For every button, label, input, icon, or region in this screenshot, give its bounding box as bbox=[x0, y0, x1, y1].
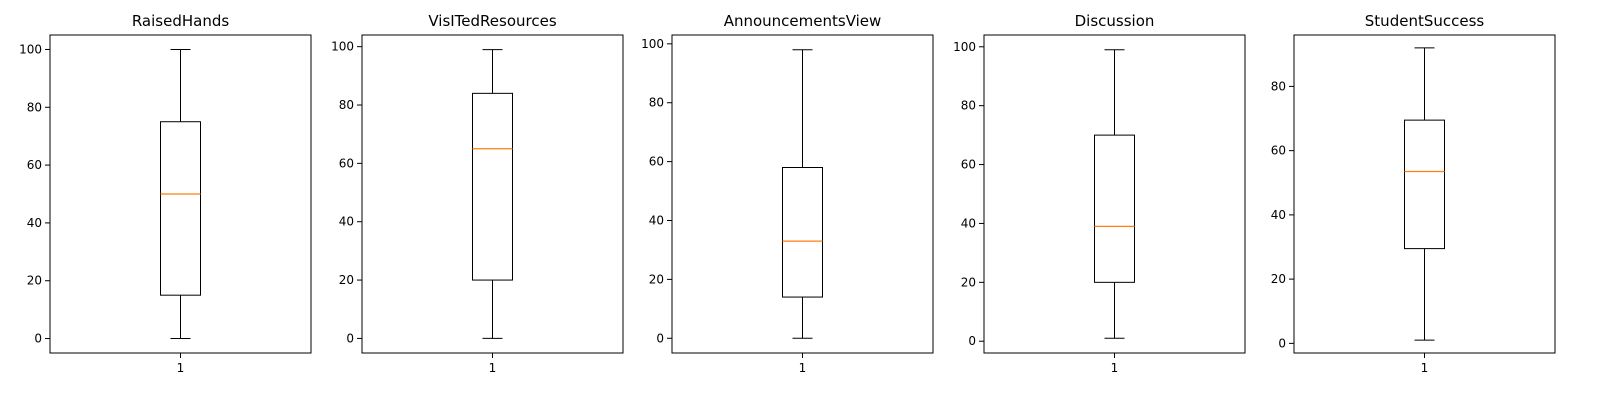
x-tick-label: 1 bbox=[1421, 361, 1429, 375]
y-tick-label: 100 bbox=[641, 37, 664, 51]
panel-title: RaisedHands bbox=[132, 12, 230, 30]
y-tick-label: 60 bbox=[27, 158, 42, 172]
y-tick-label: 20 bbox=[649, 272, 664, 286]
panel-1: RaisedHands 0 20 40 60 80 100 1 bbox=[19, 12, 312, 375]
y-tick-label: 100 bbox=[331, 40, 354, 54]
y-tick-label: 0 bbox=[346, 331, 354, 345]
y-tick-label: 60 bbox=[961, 158, 976, 172]
y-tick-label: 60 bbox=[649, 155, 664, 169]
y-tick-label: 0 bbox=[34, 332, 42, 346]
x-tick-label: 1 bbox=[799, 361, 807, 375]
iqr-box bbox=[782, 167, 823, 298]
y-tick-label: 100 bbox=[19, 42, 42, 56]
y-tick-label: 40 bbox=[1271, 208, 1286, 222]
panel-title: StudentSuccess bbox=[1365, 12, 1485, 30]
y-tick-label: 20 bbox=[1271, 272, 1286, 286]
iqr-box bbox=[160, 121, 201, 296]
y-tick-label: 0 bbox=[656, 331, 664, 345]
y-tick-label: 40 bbox=[27, 216, 42, 230]
y-tick-label: 60 bbox=[339, 156, 354, 170]
iqr-box bbox=[472, 92, 513, 281]
x-tick-label: 1 bbox=[1111, 361, 1119, 375]
y-tick-label: 100 bbox=[953, 40, 976, 54]
panel-4: Discussion 0 20 40 60 80 100 1 bbox=[953, 12, 1246, 375]
x-tick-label: 1 bbox=[177, 361, 185, 375]
y-tick-label: 80 bbox=[27, 100, 42, 114]
panel-title: AnnouncementsView bbox=[724, 12, 882, 30]
y-tick-label: 60 bbox=[1271, 144, 1286, 158]
y-tick-label: 20 bbox=[27, 274, 42, 288]
iqr-box bbox=[1094, 134, 1135, 283]
panel-2: VisITedResources 0 20 40 60 80 100 1 bbox=[331, 12, 624, 375]
iqr-box bbox=[1404, 119, 1445, 250]
panel-title: VisITedResources bbox=[428, 12, 556, 30]
y-tick-label: 0 bbox=[1278, 336, 1286, 350]
y-tick-label: 20 bbox=[961, 275, 976, 289]
y-tick-label: 40 bbox=[649, 214, 664, 228]
y-tick-label: 0 bbox=[968, 334, 976, 348]
y-tick-label: 80 bbox=[961, 99, 976, 113]
y-tick-label: 80 bbox=[339, 98, 354, 112]
y-tick-label: 40 bbox=[961, 216, 976, 230]
y-tick-label: 80 bbox=[649, 96, 664, 110]
panel-5: StudentSuccess 0 20 40 60 80 1 bbox=[1271, 12, 1556, 375]
panel-title: Discussion bbox=[1075, 12, 1155, 30]
y-tick-label: 40 bbox=[339, 215, 354, 229]
panel-3: AnnouncementsView 0 20 40 60 80 100 1 bbox=[641, 12, 934, 375]
y-tick-label: 80 bbox=[1271, 79, 1286, 93]
x-tick-label: 1 bbox=[489, 361, 497, 375]
y-tick-label: 20 bbox=[339, 273, 354, 287]
